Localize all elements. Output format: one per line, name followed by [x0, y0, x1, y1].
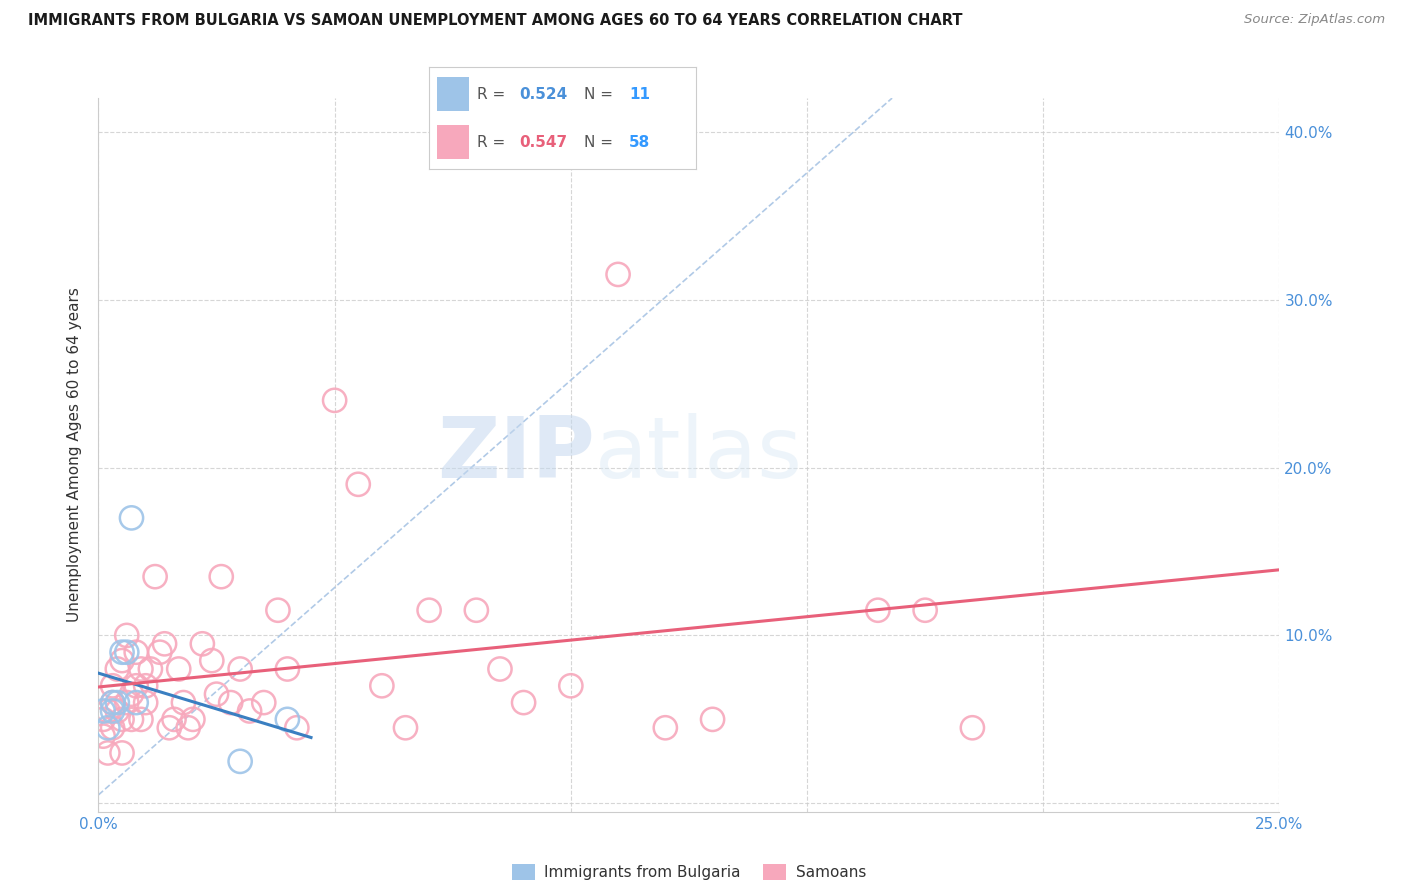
Point	[111, 654, 134, 668]
Point	[560, 679, 582, 693]
Point	[177, 721, 200, 735]
Point	[654, 721, 676, 735]
Text: 11: 11	[630, 87, 650, 102]
Point	[347, 477, 370, 491]
Point	[253, 696, 276, 710]
Point	[209, 569, 232, 583]
Point	[512, 696, 534, 710]
Point	[111, 712, 134, 726]
Text: 58: 58	[630, 135, 651, 150]
Point	[105, 696, 128, 710]
Point	[914, 603, 936, 617]
Point	[105, 662, 128, 676]
Text: N =: N =	[583, 135, 617, 150]
Point	[115, 696, 138, 710]
Point	[172, 696, 194, 710]
Legend: Immigrants from Bulgaria, Samoans: Immigrants from Bulgaria, Samoans	[506, 858, 872, 886]
Point	[91, 729, 114, 743]
Point	[135, 696, 157, 710]
Point	[323, 393, 346, 408]
Point	[229, 662, 252, 676]
Point	[125, 645, 148, 659]
Point	[125, 679, 148, 693]
Point	[418, 603, 440, 617]
Point	[489, 662, 512, 676]
Point	[139, 662, 162, 676]
Point	[394, 721, 416, 735]
Point	[101, 721, 124, 735]
Point	[167, 662, 190, 676]
Point	[866, 603, 889, 617]
Point	[125, 696, 148, 710]
Point	[371, 679, 394, 693]
Point	[91, 712, 114, 726]
Point	[465, 603, 488, 617]
Point	[962, 721, 984, 735]
Point	[239, 704, 262, 718]
Point	[229, 755, 252, 769]
Point	[129, 662, 152, 676]
Text: 0.547: 0.547	[520, 135, 568, 150]
Text: atlas: atlas	[595, 413, 803, 497]
Point	[201, 654, 224, 668]
Point	[115, 645, 138, 659]
Point	[121, 511, 143, 525]
Point	[111, 746, 134, 760]
Point	[157, 721, 180, 735]
Point	[191, 637, 214, 651]
Point	[91, 704, 114, 718]
Point	[205, 687, 228, 701]
Point	[276, 662, 298, 676]
Text: 0.524: 0.524	[520, 87, 568, 102]
Point	[121, 712, 143, 726]
Text: Source: ZipAtlas.com: Source: ZipAtlas.com	[1244, 13, 1385, 27]
Bar	[437, 77, 470, 111]
Point	[143, 569, 166, 583]
Text: IMMIGRANTS FROM BULGARIA VS SAMOAN UNEMPLOYMENT AMONG AGES 60 TO 64 YEARS CORREL: IMMIGRANTS FROM BULGARIA VS SAMOAN UNEMP…	[28, 13, 963, 29]
Point	[163, 712, 186, 726]
Point	[181, 712, 204, 726]
Point	[97, 746, 120, 760]
Point	[101, 696, 124, 710]
Text: R =: R =	[477, 87, 510, 102]
Point	[97, 721, 120, 735]
Point	[111, 645, 134, 659]
Point	[135, 679, 157, 693]
Point	[607, 268, 630, 282]
Bar	[437, 126, 470, 159]
Point	[285, 721, 308, 735]
Point	[702, 712, 724, 726]
Point	[115, 628, 138, 642]
Point	[101, 696, 124, 710]
Point	[129, 712, 152, 726]
Point	[276, 712, 298, 726]
Text: N =: N =	[583, 87, 617, 102]
Point	[105, 704, 128, 718]
Point	[153, 637, 176, 651]
Text: ZIP: ZIP	[437, 413, 595, 497]
Point	[121, 687, 143, 701]
Text: R =: R =	[477, 135, 510, 150]
Point	[219, 696, 242, 710]
Point	[97, 704, 120, 718]
Point	[101, 679, 124, 693]
Point	[149, 645, 172, 659]
Point	[101, 704, 124, 718]
Y-axis label: Unemployment Among Ages 60 to 64 years: Unemployment Among Ages 60 to 64 years	[67, 287, 83, 623]
Point	[267, 603, 290, 617]
